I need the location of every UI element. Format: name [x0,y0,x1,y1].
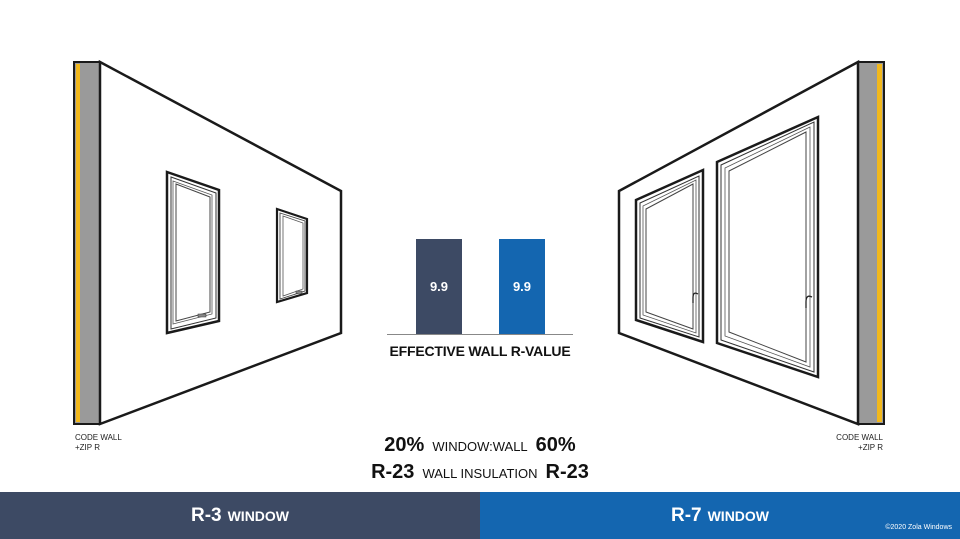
left-window-2 [275,207,309,304]
bar-r3-window: 9.9 [416,239,462,334]
wall-insulation-label: WALL INSULATION [422,466,538,481]
bar-r7-window: 9.9 [499,239,545,334]
right-insulation-value: R-23 [545,461,589,483]
footer-left-rating: R-3 [190,504,222,526]
chart-baseline [387,334,573,335]
wall-illustration [73,59,885,426]
right-window-2 [715,115,820,379]
left-wall-insulation [76,64,80,422]
left-wall [73,59,343,426]
crank-handle-icon [295,290,303,294]
footer-r7-window: R-7 WINDOW ©2020 Zola Windows [480,492,960,539]
window-handle-icon [805,295,813,308]
left-wall-caption-line2: +ZIP R [75,443,100,452]
right-window-wall-ratio: 60% [535,434,576,456]
copyright-text: ©2020 Zola Windows [885,524,952,531]
left-wall-caption: CODE WALL +ZIP R [75,433,122,453]
bar-value: 9.9 [512,279,532,294]
right-window-1 [634,168,705,344]
stats-row-insulation: R-23 WALL INSULATION R-23 [0,461,960,484]
stats-row-window-wall: 20% WINDOW:WALL 60% [0,434,960,457]
chart-label: EFFECTIVE WALL R-VALUE [389,343,571,359]
footer-right-rating: R-7 [670,504,702,526]
footer-r3-window: R-3 WINDOW [0,492,480,539]
right-wall-insulation [877,64,882,422]
right-wall-caption-line1: CODE WALL [836,433,883,442]
right-wall [617,59,885,426]
window-wall-label: WINDOW:WALL [432,439,528,454]
crank-handle-icon [197,313,207,318]
right-wall-caption: CODE WALL +ZIP R [836,433,883,453]
left-window-1 [165,170,221,335]
left-insulation-value: R-23 [371,461,415,483]
footer-right-label: WINDOW [707,507,770,524]
bar-value: 9.9 [429,279,449,294]
window-handle-icon [692,292,699,303]
left-wall-face [98,59,343,426]
left-window-wall-ratio: 20% [384,434,425,456]
footer-left-label: WINDOW [227,507,290,524]
left-wall-caption-line1: CODE WALL [75,433,122,442]
right-wall-caption-line2: +ZIP R [858,443,883,452]
